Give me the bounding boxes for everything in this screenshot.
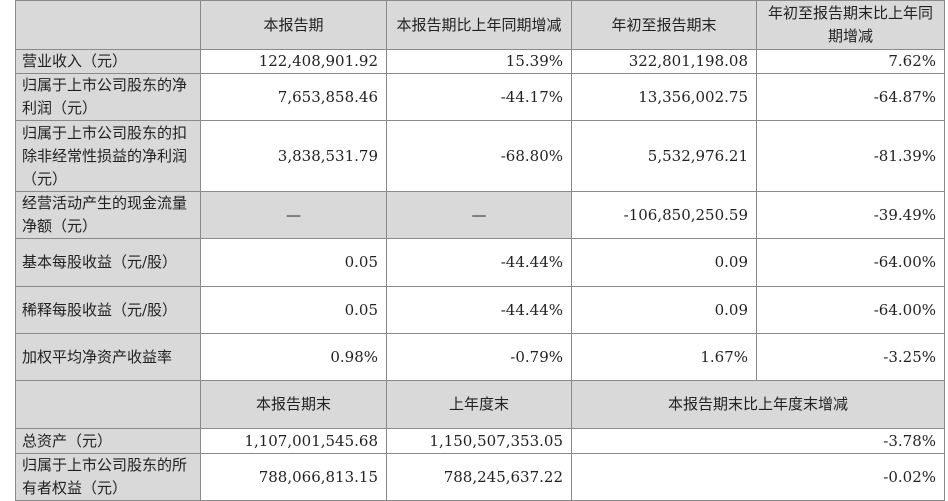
cell: -81.39% [756,120,945,192]
row-label: 总资产（元） [15,428,201,454]
table-row: 经营活动产生的现金流量净额（元） — — -106,850,250.59 -39… [15,191,945,239]
header-cell: 本报告期比上年同期增减 [386,0,572,50]
header-cell: 本报告期 [200,0,387,50]
table-row: 总资产（元） 1,107,001,545.68 1,150,507,353.05… [15,428,945,454]
row-label: 归属于上市公司股东的净利润（元） [15,73,201,121]
cell: -3.78% [571,428,945,454]
table-row: 稀释每股收益（元/股） 0.05 -44.44% 0.09 -64.00% [15,286,945,334]
cell: 13,356,002.75 [571,73,757,121]
row-label: 营业收入（元） [15,49,201,74]
header-blank [15,380,201,429]
cell: -68.80% [386,120,572,192]
cell: -64.00% [756,238,945,287]
cell: 7.62% [756,49,945,74]
cell: 15.39% [386,49,572,74]
cell: — [200,191,387,239]
cell: 1,150,507,353.05 [386,428,572,454]
cell: -3.25% [756,333,945,381]
table-row: 归属于上市公司股东的扣除非经常性损益的净利润（元） 3,838,531.79 -… [15,120,945,192]
cell: -44.44% [386,238,572,287]
cell: 3,838,531.79 [200,120,387,192]
cell: 788,245,637.22 [386,453,572,501]
row-label: 经营活动产生的现金流量净额（元） [15,191,201,239]
header-cell: 本报告期末 [200,380,387,429]
header-blank [15,0,201,50]
cell: 0.09 [571,238,757,287]
cell: 1,107,001,545.68 [200,428,387,454]
cell: -106,850,250.59 [571,191,757,239]
header-row-2: 本报告期末 上年度末 本报告期末比上年度末增减 [15,380,945,429]
cell: -39.49% [756,191,945,239]
row-label: 稀释每股收益（元/股） [15,286,201,334]
cell: 122,408,901.92 [200,49,387,74]
cell: -64.87% [756,73,945,121]
header-cell: 年初至报告期末 [571,0,757,50]
cell: — [386,191,572,239]
cell: -0.02% [571,453,945,501]
cell: 1.67% [571,333,757,381]
table-row: 营业收入（元） 122,408,901.92 15.39% 322,801,19… [15,49,945,74]
cell: -0.79% [386,333,572,381]
cell: 0.05 [200,238,387,287]
cell: 0.09 [571,286,757,334]
cell: 5,532,976.21 [571,120,757,192]
cell: 0.98% [200,333,387,381]
table-row: 基本每股收益（元/股） 0.05 -44.44% 0.09 -64.00% [15,238,945,287]
row-label: 基本每股收益（元/股） [15,238,201,287]
table-row: 归属于上市公司股东的所有者权益（元） 788,066,813.15 788,24… [15,453,945,501]
cell: -44.44% [386,286,572,334]
table-row: 加权平均净资产收益率 0.98% -0.79% 1.67% -3.25% [15,333,945,381]
financial-summary-table: 本报告期 本报告期比上年同期增减 年初至报告期末 年初至报告期末比上年同期增减 … [15,0,945,501]
row-label: 归属于上市公司股东的扣除非经常性损益的净利润（元） [15,120,201,192]
row-label: 加权平均净资产收益率 [15,333,201,381]
cell: 0.05 [200,286,387,334]
cell: -44.17% [386,73,572,121]
header-cell: 本报告期末比上年度末增减 [571,380,945,429]
header-cell: 上年度末 [386,380,572,429]
cell: 7,653,858.46 [200,73,387,121]
header-row: 本报告期 本报告期比上年同期增减 年初至报告期末 年初至报告期末比上年同期增减 [15,0,945,50]
cell: 788,066,813.15 [200,453,387,501]
table-row: 归属于上市公司股东的净利润（元） 7,653,858.46 -44.17% 13… [15,73,945,121]
cell: 322,801,198.08 [571,49,757,74]
cell: -64.00% [756,286,945,334]
row-label: 归属于上市公司股东的所有者权益（元） [15,453,201,501]
header-cell: 年初至报告期末比上年同期增减 [756,0,945,50]
